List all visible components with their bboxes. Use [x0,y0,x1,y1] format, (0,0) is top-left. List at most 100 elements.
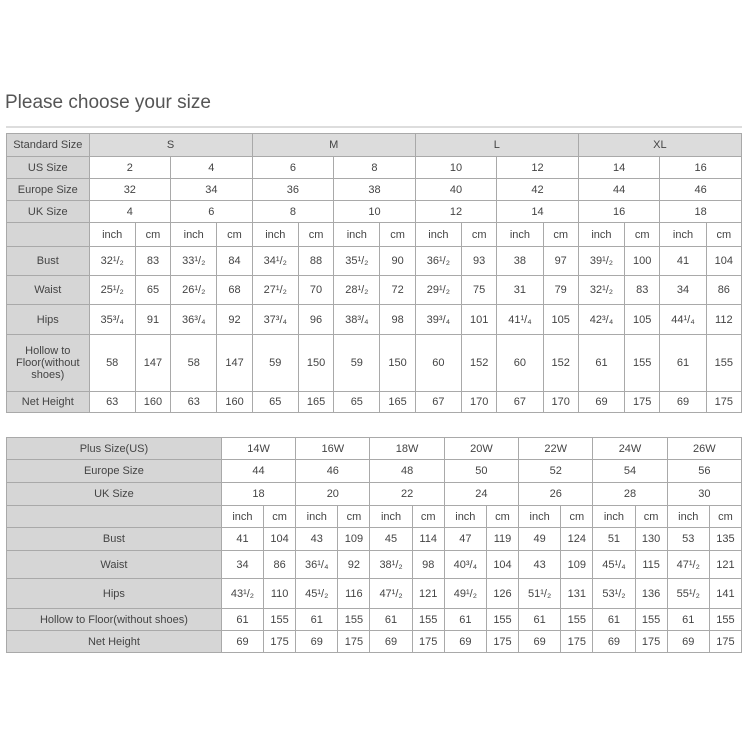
measurement-cell: 170 [542,391,579,413]
measurement-cell: 43 [518,550,562,579]
plus-size-table: Plus Size(US) 14W 16W 18W 20W 22W 24W 26W Europe… [6,437,743,653]
measurement-cell: 131 [560,578,594,609]
unit-cell: inch [496,222,544,247]
size-cell: 8 [251,200,335,223]
measurement-cell: 35¹/₂ [333,246,381,276]
measurement-cell: 175 [624,391,661,413]
measurement-cell: 51¹/₂ [518,578,562,609]
size-cell: 14W [220,437,297,460]
size-cell: 50 [443,459,520,483]
size-cell: 32 [88,178,172,201]
measurement-cell: 61 [592,608,636,631]
measurement-cell: 41¹/₄ [496,304,544,335]
unit-cell: inch [333,222,381,247]
measurement-cell: 69 [369,630,413,653]
measurement-cell: 65 [251,391,299,413]
unit-cell: inch [88,222,136,247]
unit-cell: cm [411,505,445,528]
size-cell: 22 [369,482,445,506]
row-label [6,222,90,247]
measurement-cell: 65 [333,391,381,413]
measurement-cell: 160 [134,391,172,413]
measurement-cell: 96 [297,304,335,335]
measurement-cell: 69 [577,391,626,413]
measurement-cell: 83 [134,246,172,276]
size-cell: 18 [220,482,297,506]
size-cell: 18W [369,437,445,460]
measurement-cell: 38¹/₂ [369,550,413,579]
measurement-cell: 100 [624,246,661,276]
measurement-cell: 36¹/₂ [414,246,463,276]
unit-cell: inch [369,505,413,528]
size-cell: 38 [333,178,416,201]
measurement-cell: 109 [560,550,594,579]
size-cell: 28 [592,482,668,506]
size-cell: 36 [251,178,335,201]
measurement-cell: 175 [560,630,594,653]
measurement-cell: 40³/₄ [443,550,487,579]
size-cell: 22W [518,437,594,460]
measurement-cell: 55¹/₂ [666,578,710,609]
measurement-cell: 61 [369,608,413,631]
size-cell: 24 [443,482,520,506]
row-label: Hips [6,578,222,609]
measurement-cell: 165 [297,391,335,413]
measurement-cell: 136 [634,578,668,609]
size-cell: 4 [170,156,253,179]
measurement-cell: 47¹/₂ [369,578,413,609]
measurement-cell: 109 [337,527,371,551]
standard-size-table: Standard Size S M L XL US Size 2 4 6 8 10 12 14 16 Eur… [6,133,743,413]
page-title: Please choose your size [5,92,211,113]
unit-cell: cm [297,222,335,247]
measurement-cell: 63 [170,391,218,413]
measurement-cell: 36³/₄ [170,304,218,335]
measurement-cell: 27¹/₂ [251,275,299,305]
europe-size-row: Europe Size 44 46 48 50 52 54 56 [6,459,743,483]
row-label: Waist [6,550,222,579]
measurement-cell: 43 [295,527,339,551]
measurement-row: Net Height 63 160 63 160 65 165 65 165 67 170 67 170… [6,391,743,413]
measurement-cell: 175 [634,630,668,653]
row-label: Waist [6,275,90,305]
measurement-cell: 53¹/₂ [592,578,636,609]
unit-cell: cm [542,222,579,247]
size-cell: 24W [592,437,668,460]
measurement-cell: 98 [379,304,416,335]
unit-cell: inch [220,505,265,528]
measurement-cell: 60 [496,334,544,392]
measurement-cell: 98 [411,550,445,579]
unit-cell: inch [666,505,710,528]
measurement-cell: 53 [666,527,710,551]
unit-cell: inch [577,222,626,247]
measurement-cell: 101 [461,304,498,335]
measurement-row: Net Height 69 175 69 175 69 175 69 175 69 175 69 175… [6,630,743,653]
measurement-cell: 42³/₄ [577,304,626,335]
measurement-cell: 28¹/₂ [333,275,381,305]
measurement-cell: 90 [379,246,416,276]
measurement-cell: 124 [560,527,594,551]
measurement-cell: 68 [216,275,253,305]
row-label: Bust [6,527,222,551]
measurement-cell: 88 [297,246,335,276]
row-label: Plus Size(US) [6,437,222,460]
size-cell: 12 [496,156,579,179]
measurement-cell: 51 [592,527,636,551]
measurement-cell: 61 [220,608,265,631]
measurement-cell: 67 [414,391,463,413]
size-cell: 6 [251,156,335,179]
measurement-row: Bust 32¹/₂ 83 33¹/₂ 84 34¹/₂ 88 35¹/₂ 90 36¹/₂ 93 3… [6,246,743,276]
row-label: Europe Size [6,178,90,201]
measurement-cell: 39¹/₂ [577,246,626,276]
measurement-cell: 121 [411,578,445,609]
measurement-row: Waist 25¹/₂ 65 26¹/₂ 68 27¹/₂ 70 28¹/₂ 72 29¹/₂ 75… [6,275,743,305]
unit-cell: cm [705,222,743,247]
size-cell: 10 [414,156,498,179]
measurement-cell: 44¹/₄ [659,304,707,335]
unit-cell: inch [443,505,487,528]
size-cell: 26W [666,437,743,460]
row-label: Standard Size [6,133,90,157]
measurement-cell: 29¹/₂ [414,275,463,305]
unit-cell: cm [624,222,661,247]
size-cell: 20 [295,482,371,506]
measurement-cell: 61 [295,608,339,631]
